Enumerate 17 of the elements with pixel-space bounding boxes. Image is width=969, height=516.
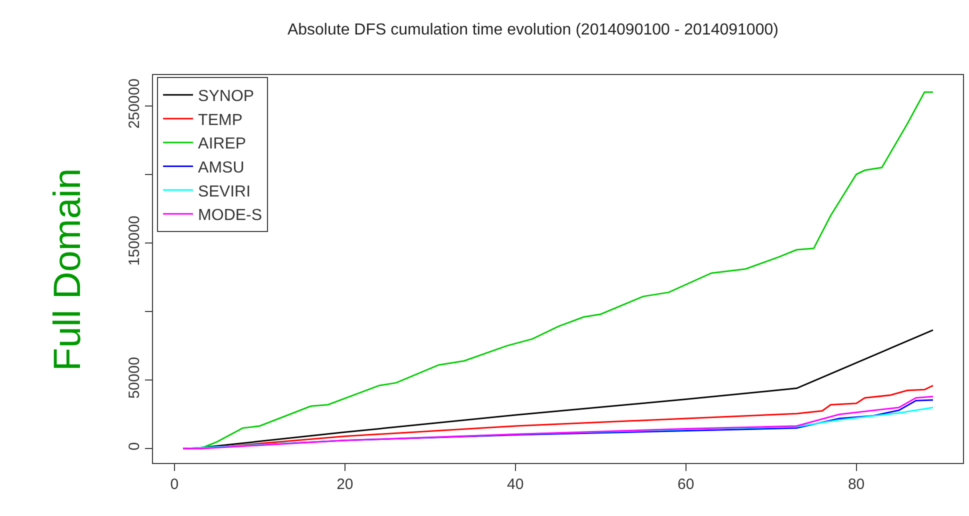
chart-title: Absolute DFS cumulation time evolution (2014090100 - 2014091000) [287, 21, 778, 38]
legend-label: AMSU [198, 159, 244, 176]
x-tick-label: 60 [677, 476, 694, 493]
legend-label: TEMP [198, 112, 243, 129]
x-tick-label: 0 [170, 476, 179, 493]
y-tick-label: 50000 [126, 356, 143, 399]
y-tick-label: 0 [126, 442, 143, 451]
text: Full Domain [46, 168, 89, 371]
legend-label: SYNOP [198, 88, 254, 106]
legend-label: MODE-S [198, 207, 262, 224]
y-tick-label: 150000 [126, 216, 143, 266]
x-tick-label: 20 [336, 476, 354, 493]
x-tick-label: 40 [507, 476, 524, 493]
legend-label: AIREP [198, 136, 246, 153]
legend-label: SEVIRI [198, 183, 251, 200]
x-tick-label: 80 [848, 476, 865, 493]
y-tick-label: 250000 [126, 78, 143, 129]
